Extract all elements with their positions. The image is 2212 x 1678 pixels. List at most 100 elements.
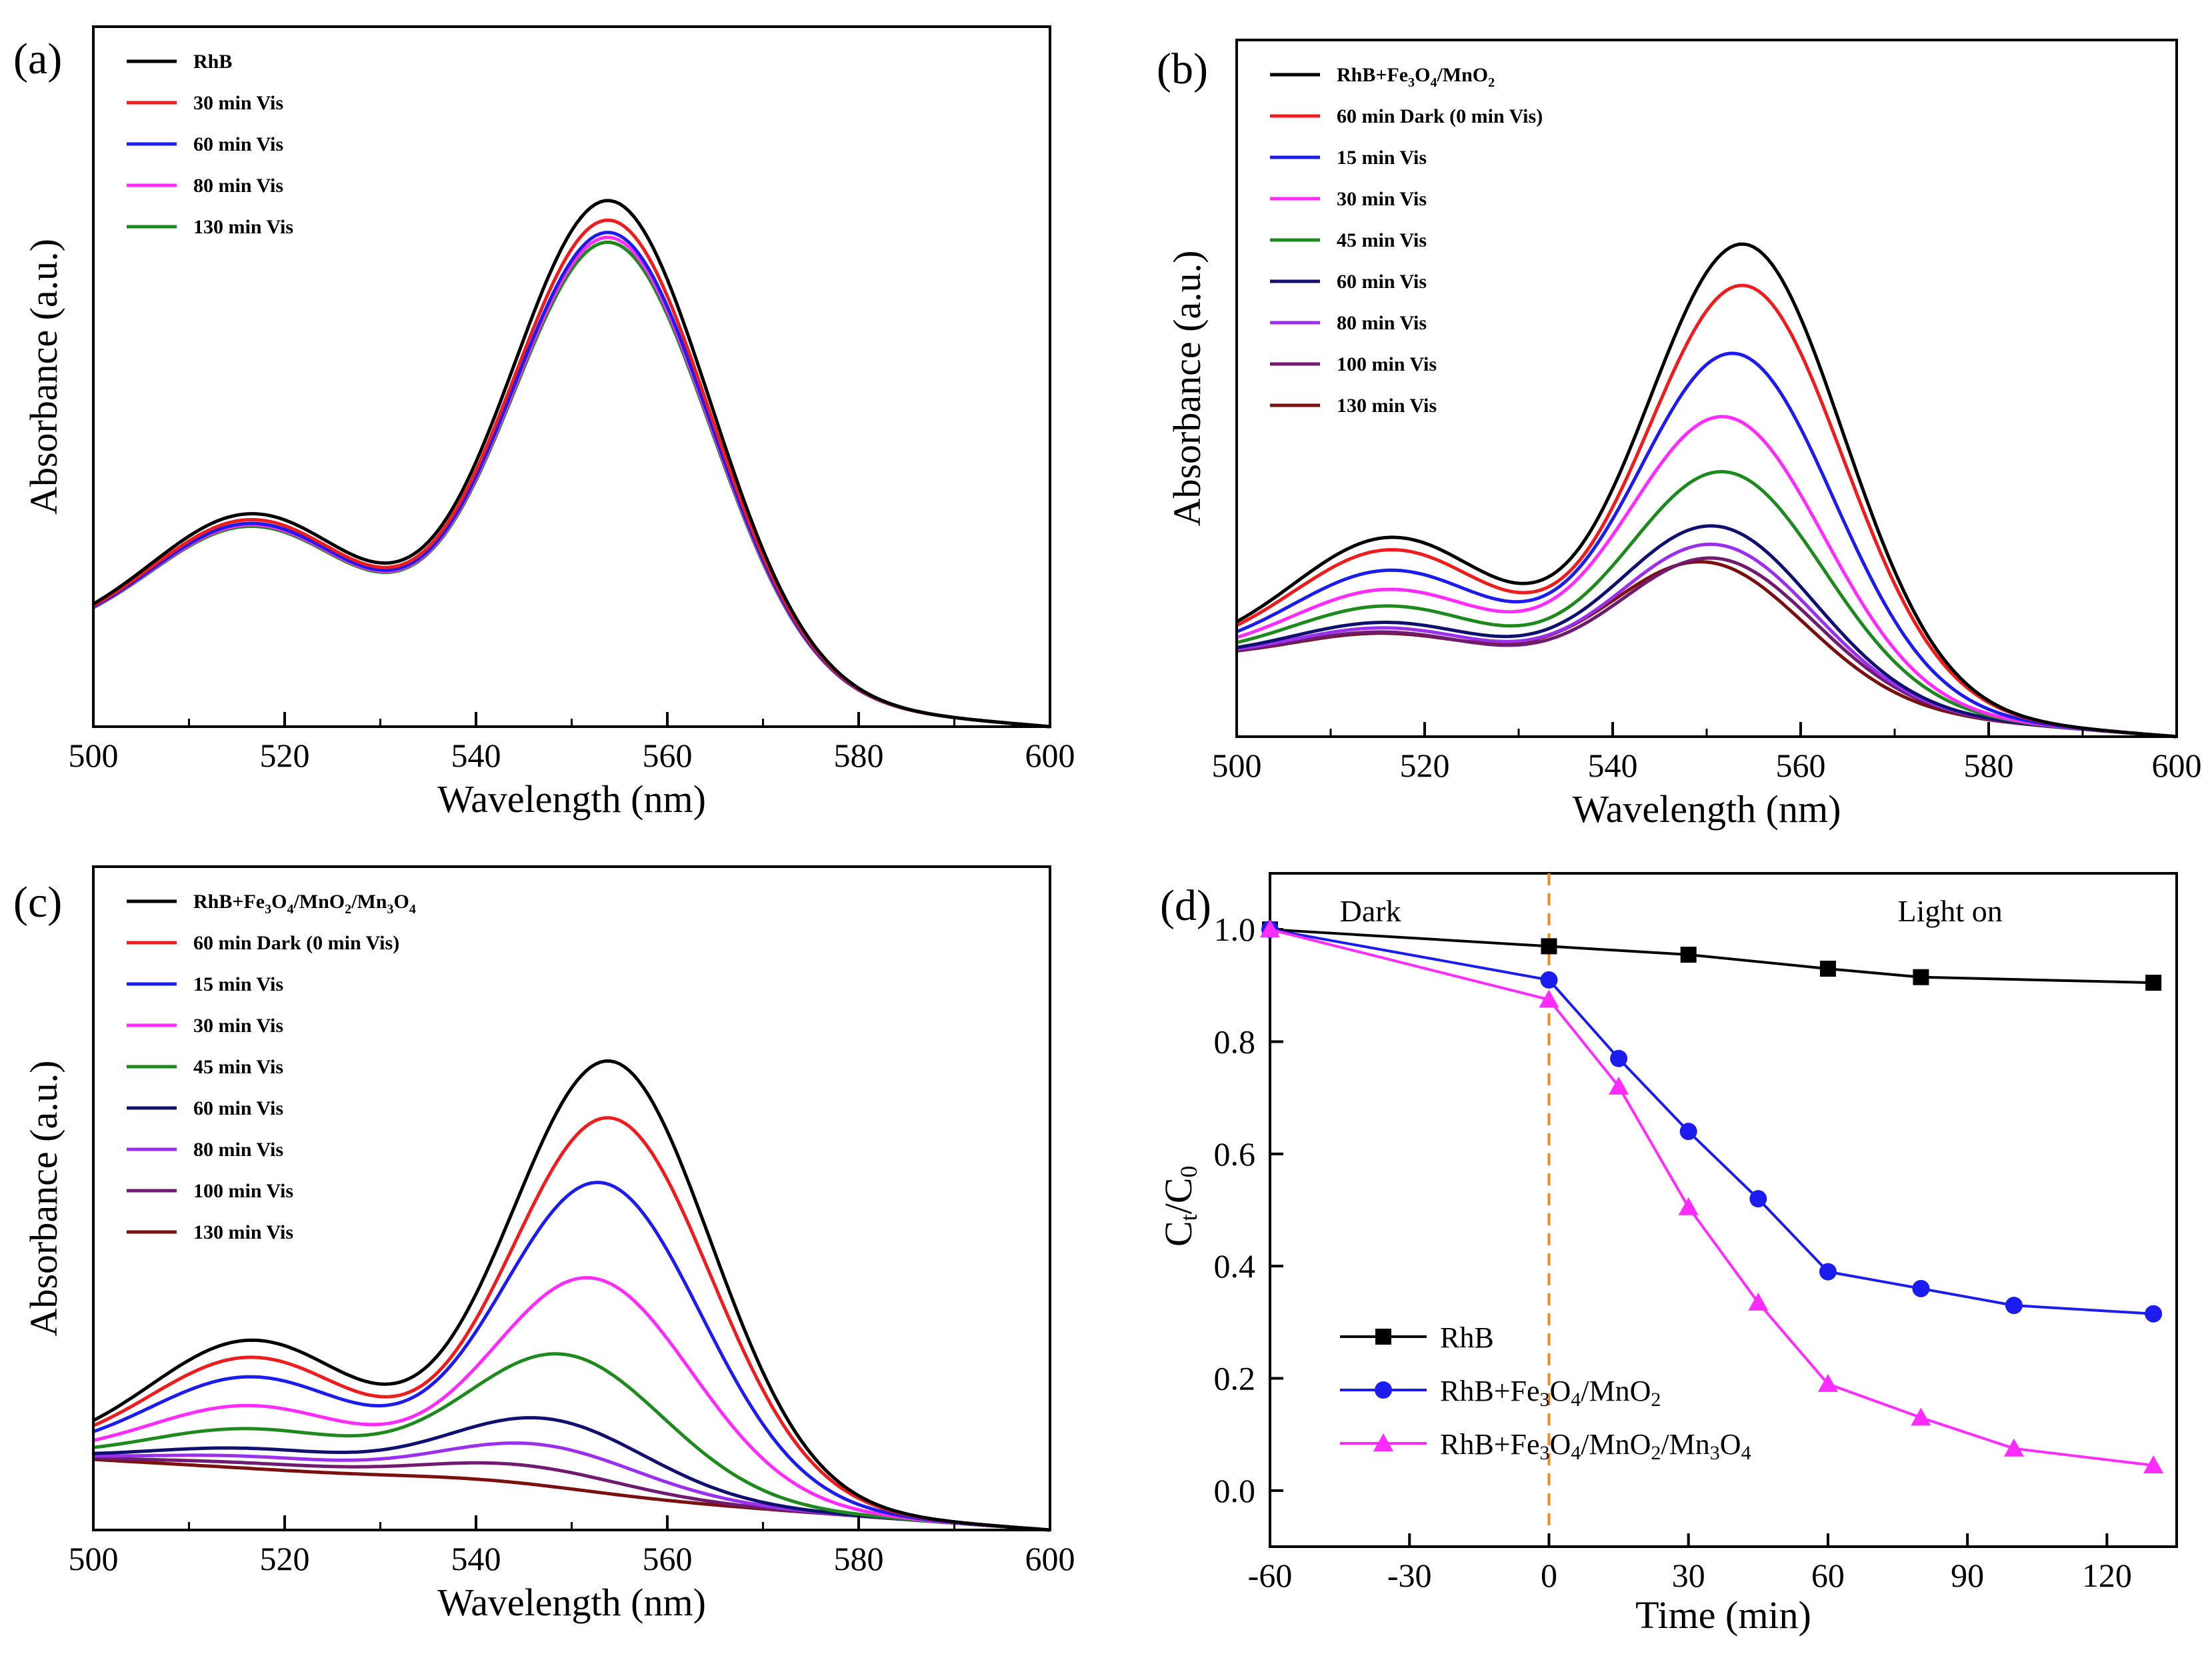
x-tick-label: 600 xyxy=(1025,1540,1075,1577)
x-tick-label: 520 xyxy=(260,1540,310,1577)
legend-label-2: 60 min Dark (0 min Vis) xyxy=(1337,105,1543,127)
legend-label-5: 45 min Vis xyxy=(1337,229,1427,251)
series-line-9 xyxy=(1236,560,2177,739)
x-tick-label: 580 xyxy=(1964,747,2014,784)
series-line-4 xyxy=(93,1276,1051,1532)
x-tick-label: 600 xyxy=(1025,737,1075,774)
x-tick-label: 580 xyxy=(834,737,884,774)
series-line-2 xyxy=(92,218,1051,729)
x-tick-label: 580 xyxy=(834,1540,884,1577)
panel-label: (a) xyxy=(13,35,62,83)
legend-marker-1 xyxy=(1375,1329,1391,1345)
legend-label-3: RhB+Fe3O4/MnO2/Mn3O4 xyxy=(1440,1428,1751,1464)
data-point xyxy=(2005,1297,2023,1315)
y-axis-title: Absorbance (a.u.) xyxy=(1165,251,1209,527)
y-tick-label: 0.0 xyxy=(1214,1472,1256,1509)
x-tick-label: 560 xyxy=(643,1540,693,1577)
y-axis-title: Absorbance (a.u.) xyxy=(22,239,65,515)
legend-label-5: 130 min Vis xyxy=(193,216,293,238)
data-point xyxy=(2143,1455,2164,1473)
data-point xyxy=(1819,1263,1837,1281)
series-line-4 xyxy=(92,235,1051,729)
legend-label-6: 60 min Vis xyxy=(1337,271,1427,293)
panel-a: 500 520 540 560 580 600 Wavelength (nm) Absorba… xyxy=(13,25,1075,821)
legend-label-8: 100 min Vis xyxy=(1337,353,1437,375)
data-point xyxy=(1609,1076,1629,1095)
data-point xyxy=(1911,1407,1931,1426)
legend-label-2: 60 min Dark (0 min Vis) xyxy=(193,932,399,954)
legend-label-9: 130 min Vis xyxy=(1337,395,1437,417)
y-tick-label: 0.2 xyxy=(1214,1360,1256,1397)
data-point xyxy=(1819,961,1836,977)
x-tick-label: 540 xyxy=(1588,747,1638,784)
x-axis-title: Wavelength (nm) xyxy=(1573,787,1841,831)
x-tick-label: 540 xyxy=(451,737,501,774)
data-point xyxy=(2003,1438,2024,1457)
data-point xyxy=(1817,1373,1838,1392)
panel-label: (c) xyxy=(13,878,62,927)
legend-label-6: 60 min Vis xyxy=(193,1097,283,1119)
x-tick-label: -30 xyxy=(1387,1557,1432,1594)
legend-label-7: 80 min Vis xyxy=(1337,312,1427,334)
series-line-5 xyxy=(93,1352,1051,1532)
legend-label-9: 130 min Vis xyxy=(193,1221,293,1243)
legend-label-5: 45 min Vis xyxy=(193,1056,283,1078)
data-point xyxy=(1539,989,1559,1008)
data-point xyxy=(1541,938,1557,955)
dark-annotation: Dark xyxy=(1340,894,1401,928)
x-tick-label: 600 xyxy=(2152,747,2202,784)
x-axis-title: Time (min) xyxy=(1635,1593,1811,1637)
plot-frame xyxy=(92,25,1051,728)
x-tick-label: 520 xyxy=(1400,747,1450,784)
plot-frame xyxy=(1269,872,2178,1548)
x-tick-label: 560 xyxy=(643,737,693,774)
y-tick-label: 0.6 xyxy=(1214,1135,1256,1173)
data-point xyxy=(1680,947,1697,963)
legend-label-1: RhB+Fe3O4/MnO2 xyxy=(1337,64,1495,90)
y-axis-title: Absorbance (a.u.) xyxy=(22,1061,65,1337)
series-line-2 xyxy=(1269,928,2154,1315)
legend-label-4: 30 min Vis xyxy=(1337,188,1427,210)
x-tick-label: 540 xyxy=(451,1540,501,1577)
data-point xyxy=(1749,1190,1767,1208)
data-point xyxy=(1912,1279,1930,1297)
light-on-annotation: Light on xyxy=(1898,894,2003,928)
data-point xyxy=(1610,1049,1628,1067)
panel-d: Dark Light on -60 -30 0 30 60 90 120 0.0 0.2 0.4 0.6… xyxy=(1157,872,2178,1637)
series-line-3 xyxy=(92,231,1051,729)
x-axis-title: Wavelength (nm) xyxy=(437,1581,706,1624)
series-line-1 xyxy=(92,1059,1051,1532)
legend-label-1: RhB+Fe3O4/MnO2/Mn3O4 xyxy=(193,891,416,917)
legend-marker-3 xyxy=(1373,1433,1393,1451)
series-line-1 xyxy=(1235,242,2177,739)
x-axis-title: Wavelength (nm) xyxy=(437,777,706,821)
data-point xyxy=(2145,975,2162,991)
x-tick-label: 500 xyxy=(69,737,119,774)
data-point xyxy=(1540,971,1558,989)
panel-label: (b) xyxy=(1157,45,1208,93)
x-tick-label: 0 xyxy=(1541,1557,1557,1594)
x-tick-label: 60 xyxy=(1811,1557,1845,1594)
legend-marker-2 xyxy=(1375,1381,1392,1399)
panel-label: (d) xyxy=(1160,881,1211,930)
legend-label-3: 60 min Vis xyxy=(193,133,283,155)
series-line-8 xyxy=(1236,556,2177,739)
panel-b: 500 520 540 560 580 600 Wavelength (nm) Absorba… xyxy=(1157,39,2202,831)
series-line-4 xyxy=(1236,415,2177,739)
legend-label-1: RhB xyxy=(1440,1321,1494,1354)
x-tick-label: 560 xyxy=(1776,747,1826,784)
legend-label-8: 100 min Vis xyxy=(193,1180,293,1202)
series-line-3 xyxy=(93,1181,1051,1532)
data-point xyxy=(2145,1305,2163,1323)
data-point xyxy=(1678,1197,1699,1215)
x-tick-label: 90 xyxy=(1951,1557,1984,1594)
legend-label-1: RhB xyxy=(193,51,232,73)
x-tick-label: 120 xyxy=(2082,1557,2132,1594)
data-point xyxy=(1679,1123,1697,1141)
series-line-1 xyxy=(92,199,1051,729)
x-tick-label: -60 xyxy=(1248,1557,1293,1594)
series-line-7 xyxy=(1236,542,2177,739)
x-tick-label: 500 xyxy=(1212,747,1262,784)
panel-c: 500 520 540 560 580 600 Wavelength (nm) Absorba… xyxy=(13,865,1075,1624)
